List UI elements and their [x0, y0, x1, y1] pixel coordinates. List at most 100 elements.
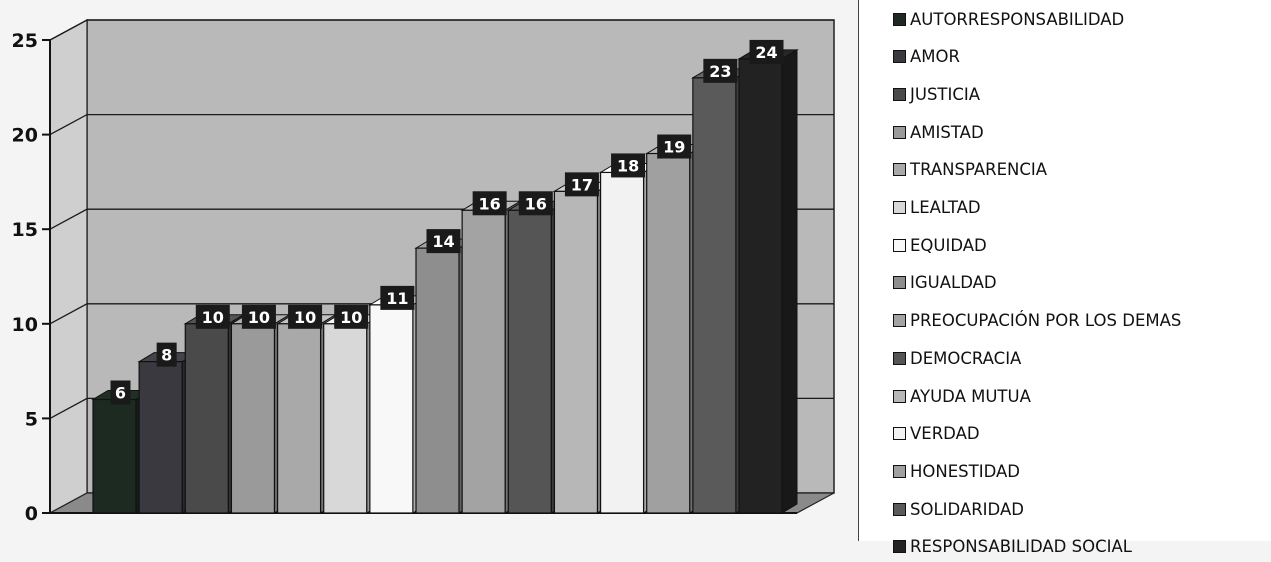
- legend-swatch: [893, 125, 906, 139]
- legend-swatch: [893, 464, 906, 478]
- data-label-box: [611, 153, 646, 178]
- data-label: 19: [663, 138, 685, 157]
- legend: AUTORRESPONSABILIDAD AMOR JUSTICIA AMISTAD T…: [858, 0, 1271, 556]
- legend-item: TRANSPARENCIA: [893, 155, 1047, 185]
- data-label-box: [288, 304, 323, 329]
- legend-swatch: [893, 351, 906, 365]
- bar-front: [184, 323, 229, 514]
- data-label: 10: [340, 308, 362, 327]
- data-label-box: [749, 39, 784, 64]
- legend-swatch: [893, 427, 906, 441]
- data-label-box: [110, 380, 131, 405]
- legend-swatch: [893, 87, 906, 101]
- legend-label: AUTORRESPONSABILIDAD: [910, 9, 1125, 29]
- legend-item: VERDAD: [893, 419, 980, 449]
- legend-swatch: [893, 12, 906, 26]
- legend-label: AYUDA MUTUA: [910, 386, 1031, 406]
- bar-side: [781, 49, 798, 514]
- data-label: 6: [115, 383, 126, 402]
- data-label: 10: [202, 308, 224, 327]
- y-tick-label: 0: [25, 503, 38, 525]
- gridline: [49, 113, 834, 136]
- bar-front: [92, 398, 137, 514]
- legend-item: SOLIDARIDAD: [893, 494, 1024, 524]
- legend-label: JUSTICIA: [910, 84, 981, 104]
- legend-item: EQUIDAD: [893, 230, 987, 260]
- y-tick-label: 15: [12, 219, 38, 241]
- bar-front: [507, 209, 552, 514]
- legend-label: RESPONSABILIDAD SOCIAL: [910, 537, 1132, 557]
- data-label-box: [156, 342, 177, 367]
- bar-front: [553, 190, 599, 514]
- bar-chart: 0 5 10 15 20 25 6 8 10 10 10 10 11 14 16 16 17 18 19 23 24: [12, 18, 835, 525]
- legend-swatch: [893, 314, 906, 328]
- data-label-box: [426, 229, 461, 254]
- legend-label: AMOR: [910, 47, 960, 67]
- bar: [737, 49, 799, 514]
- legend-swatch: [893, 201, 906, 214]
- legend-label: SOLIDARIDAD: [910, 499, 1024, 519]
- legend-label: VERDAD: [910, 424, 980, 444]
- data-label: 8: [161, 346, 172, 365]
- data-label: 16: [479, 194, 501, 213]
- legend-swatch: [893, 389, 906, 403]
- bar-front: [461, 209, 506, 514]
- legend-label: DEMOCRACIA: [910, 348, 1022, 368]
- legend-item: AMOR: [893, 42, 960, 72]
- data-label-box: [518, 191, 553, 216]
- data-label-box: [195, 304, 230, 329]
- data-label-box: [380, 285, 415, 310]
- legend-item: AMISTAD: [893, 117, 984, 147]
- data-labels: 6 8 10 10 10 10 11 14 16 16 17 18 19 23 24: [110, 39, 784, 405]
- data-label: 24: [755, 43, 777, 62]
- legend-swatch: [893, 50, 906, 64]
- bar-front: [230, 323, 276, 514]
- side-wall: [49, 18, 88, 515]
- legend-item: AYUDA MUTUA: [893, 381, 1031, 411]
- y-tick-label: 10: [12, 314, 38, 336]
- legend-label: PREOCUPACIÓN POR LOS DEMAS: [910, 311, 1182, 331]
- bar-front: [323, 323, 368, 514]
- data-label-box: [657, 134, 692, 159]
- data-label-box: [564, 172, 599, 197]
- legend-label: EQUIDAD: [910, 235, 987, 255]
- legend-label: AMISTAD: [910, 122, 984, 142]
- legend-label: IGUALDAD: [910, 273, 997, 293]
- legend-label: LEALTAD: [910, 198, 981, 217]
- y-tick-label: 25: [12, 30, 38, 52]
- data-label: 23: [709, 62, 731, 81]
- y-tick-label: 5: [25, 408, 38, 430]
- legend-swatch: [893, 540, 906, 554]
- legend-item: AUTORRESPONSABILIDAD: [893, 4, 1124, 34]
- legend-item: HONESTIDAD: [893, 456, 1020, 486]
- data-label-box: [703, 58, 738, 83]
- legend-item: DEMOCRACIA: [893, 343, 1021, 373]
- bar-front: [276, 323, 322, 514]
- legend-item: PREOCUPACIÓN POR LOS DEMAS: [893, 306, 1181, 336]
- data-label: 10: [248, 308, 270, 327]
- legend-item: RESPONSABILIDAD SOCIAL: [893, 532, 1132, 562]
- data-label: 11: [386, 289, 408, 308]
- bar-front: [415, 247, 460, 514]
- legend-swatch: [893, 502, 906, 516]
- legend-item: IGUALDAD: [893, 268, 997, 298]
- legend-swatch: [893, 238, 906, 252]
- bar-front: [692, 77, 737, 514]
- data-label-box: [334, 304, 369, 329]
- data-label: 18: [617, 156, 639, 175]
- legend-label: TRANSPARENCIA: [910, 160, 1048, 180]
- data-label: 14: [432, 232, 454, 251]
- legend-label: HONESTIDAD: [910, 461, 1020, 481]
- legend-item: JUSTICIA: [893, 79, 980, 109]
- bar-front: [599, 171, 645, 514]
- bar-front: [138, 361, 183, 514]
- gridline: [49, 19, 834, 41]
- legend-swatch: [893, 163, 906, 177]
- legend-item: LEALTAD: [893, 193, 981, 223]
- legend-swatch: [893, 276, 906, 290]
- bar-front: [738, 58, 783, 514]
- data-label: 16: [525, 194, 547, 213]
- data-label: 17: [571, 175, 593, 194]
- data-label-box: [241, 304, 276, 329]
- bar-front: [646, 152, 691, 514]
